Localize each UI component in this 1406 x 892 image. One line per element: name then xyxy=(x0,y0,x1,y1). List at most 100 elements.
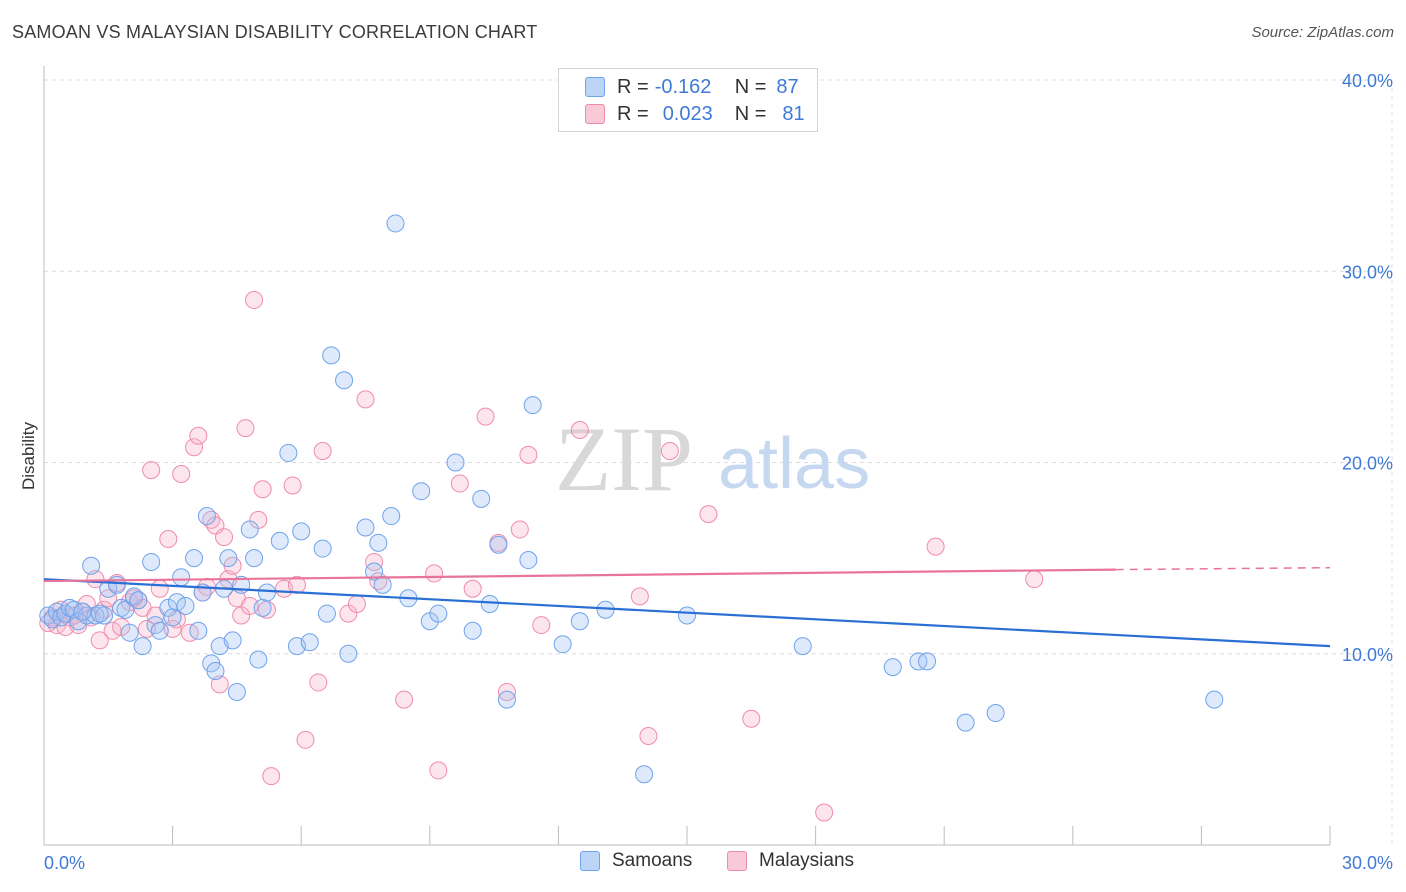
y-tick-label: 40.0% xyxy=(1342,71,1393,91)
malaysians-point xyxy=(476,407,495,426)
malaysians-point xyxy=(450,474,469,493)
malaysians-point xyxy=(365,552,384,571)
legend-n-label: N = xyxy=(734,102,767,125)
samoans-point xyxy=(480,595,499,614)
trend-lines xyxy=(43,566,1331,648)
legend-row-malaysians: R = 0.023 N = 81 xyxy=(585,101,805,127)
malaysians-point xyxy=(463,579,482,598)
samoans-point xyxy=(82,556,101,575)
malaysians-point xyxy=(262,767,281,786)
malaysians-point xyxy=(185,438,204,457)
samoans-point xyxy=(197,507,216,526)
samoans-point xyxy=(172,568,191,587)
samoans-point xyxy=(185,549,204,568)
tick-labels: 10.0% 20.0% 30.0% 40.0% 0.0% 30.0% xyxy=(44,71,1393,873)
samoans-point xyxy=(339,644,358,663)
samoans-point xyxy=(69,612,88,631)
malaysians-point xyxy=(699,505,718,524)
samoans-point xyxy=(956,713,975,732)
malaysians-point xyxy=(313,442,332,461)
y-tick-label: 10.0% xyxy=(1342,645,1393,665)
correlation-legend: R = -0.162 N = 87 R = 0.023 N = 81 xyxy=(558,68,818,132)
samoans-points xyxy=(39,214,1224,784)
malaysians-point xyxy=(429,761,448,780)
legend-r-label: R = xyxy=(617,75,649,98)
legend-item-malaysians[interactable]: Malaysians xyxy=(727,850,854,872)
malaysians-point xyxy=(356,390,375,409)
legend-row-samoans: R = -0.162 N = 87 xyxy=(585,74,799,100)
malaysians-point xyxy=(283,476,302,495)
malaysians-point xyxy=(497,683,516,701)
samoans-point xyxy=(386,214,405,233)
malaysians-point xyxy=(86,570,105,589)
watermark: ZIP atlas xyxy=(555,408,870,510)
malaysians-point xyxy=(347,595,366,614)
samoans-point xyxy=(918,652,937,671)
samoans-point xyxy=(472,489,491,508)
malaysians-point xyxy=(296,730,315,749)
samoans-point xyxy=(356,518,375,537)
samoans-swatch xyxy=(585,77,605,97)
watermark-zip: ZIP xyxy=(555,408,693,510)
samoans-point xyxy=(120,623,139,642)
samoans-point xyxy=(176,596,195,615)
samoans-point xyxy=(300,633,319,652)
legend-item-samoans[interactable]: Samoans xyxy=(580,850,692,872)
malaysians-point xyxy=(815,803,834,822)
legend-n-value: 87 xyxy=(776,75,799,98)
malaysians-swatch xyxy=(727,851,747,871)
samoans-point xyxy=(142,552,161,571)
malaysians-point xyxy=(425,564,444,583)
series-legend: Samoans Malaysians xyxy=(0,850,1406,878)
samoans-point xyxy=(382,507,401,526)
samoans-point xyxy=(150,621,169,640)
samoans-point xyxy=(373,575,392,594)
samoans-point xyxy=(73,602,92,621)
samoans-point xyxy=(635,765,654,784)
source-label: Source: ZipAtlas.com xyxy=(1251,24,1394,41)
samoans-point xyxy=(227,683,246,701)
samoans-point xyxy=(189,621,208,640)
samoans-point xyxy=(206,661,225,680)
x-tick-label: 0.0% xyxy=(44,853,85,873)
malaysians-point xyxy=(236,419,255,438)
samoans-point xyxy=(523,396,542,415)
samoans-point xyxy=(519,551,538,570)
malaysians-point xyxy=(532,616,551,635)
samoans-point xyxy=(133,637,152,656)
samoans-point xyxy=(429,604,448,623)
malaysians-point xyxy=(1025,570,1044,589)
samoans-point xyxy=(240,520,259,539)
samoans-point xyxy=(257,583,276,602)
samoans-point xyxy=(412,482,431,501)
malaysians-point xyxy=(660,442,679,461)
samoans-point xyxy=(219,549,238,568)
samoans-swatch xyxy=(580,851,600,871)
samoans-point xyxy=(107,575,126,594)
malaysians-point xyxy=(510,520,529,539)
samoans-point xyxy=(446,453,465,472)
samoans-point xyxy=(335,371,354,390)
samoans-point xyxy=(223,631,242,650)
samoans-point xyxy=(369,533,388,552)
malaysians-point xyxy=(926,537,945,556)
samoans-point xyxy=(90,604,109,623)
samoans-point xyxy=(245,549,264,568)
axes xyxy=(43,66,1331,846)
samoans-point xyxy=(116,600,135,619)
malaysians-point xyxy=(99,589,118,608)
malaysians-trend-extension xyxy=(1115,566,1331,571)
malaysians-point xyxy=(210,675,229,694)
malaysians-point xyxy=(159,530,178,548)
malaysians-point xyxy=(150,579,169,598)
malaysians-points xyxy=(39,290,1044,822)
samoans-point xyxy=(129,591,148,610)
malaysians-point xyxy=(215,528,234,547)
samoans-point xyxy=(249,650,268,669)
malaysians-point xyxy=(395,690,414,709)
legend-item-label: Samoans xyxy=(612,850,693,871)
samoans-point xyxy=(678,606,696,625)
samoans-point xyxy=(292,522,311,541)
samoans-point xyxy=(365,562,384,581)
